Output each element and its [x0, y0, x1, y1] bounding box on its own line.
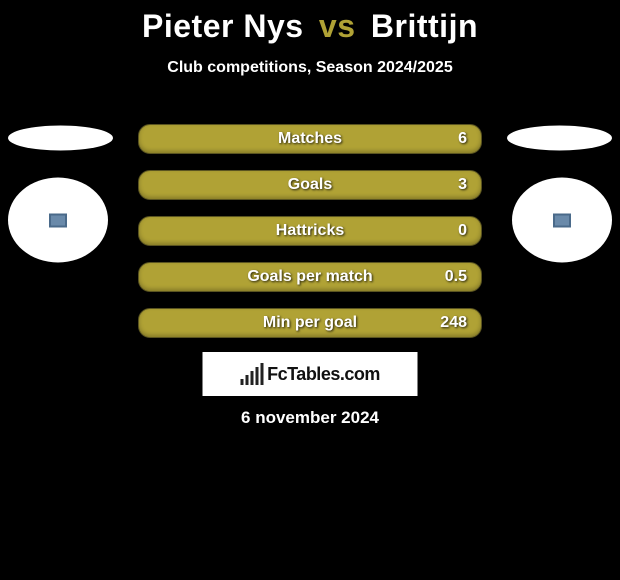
player1-name: Pieter Nys — [142, 8, 304, 44]
stat-row: Goals per match 0.5 — [0, 262, 620, 292]
vs-label: vs — [319, 8, 356, 44]
player2-name: Brittijn — [371, 8, 478, 44]
stats-area: Matches 6 Goals 3 Hattricks 0 Goals per … — [0, 124, 620, 354]
branding-chart-icon — [240, 363, 263, 385]
stat-row: Hattricks 0 — [0, 216, 620, 246]
stat-bar: Matches 6 — [138, 124, 482, 154]
stat-label: Matches — [278, 130, 342, 148]
branding-badge: FcTables.com — [203, 352, 418, 396]
stat-row: Goals 3 — [0, 170, 620, 200]
subtitle: Club competitions, Season 2024/2025 — [0, 59, 620, 77]
stat-bar: Goals per match 0.5 — [138, 262, 482, 292]
stat-bar: Hattricks 0 — [138, 216, 482, 246]
page-title: Pieter Nys vs Brittijn — [0, 0, 620, 45]
stat-value: 6 — [458, 130, 467, 148]
stat-value: 0 — [458, 222, 467, 240]
stat-label: Min per goal — [263, 314, 357, 332]
branding-text: FcTables.com — [267, 364, 380, 385]
stat-value: 3 — [458, 176, 467, 194]
stat-label: Goals — [288, 176, 332, 194]
stat-label: Goals per match — [247, 268, 372, 286]
stat-bar: Min per goal 248 — [138, 308, 482, 338]
stat-value: 0.5 — [445, 268, 467, 286]
stat-value: 248 — [440, 314, 467, 332]
stat-row: Matches 6 — [0, 124, 620, 154]
stat-row: Min per goal 248 — [0, 308, 620, 338]
stat-bar: Goals 3 — [138, 170, 482, 200]
stat-label: Hattricks — [276, 222, 344, 240]
date-label: 6 november 2024 — [0, 408, 620, 428]
